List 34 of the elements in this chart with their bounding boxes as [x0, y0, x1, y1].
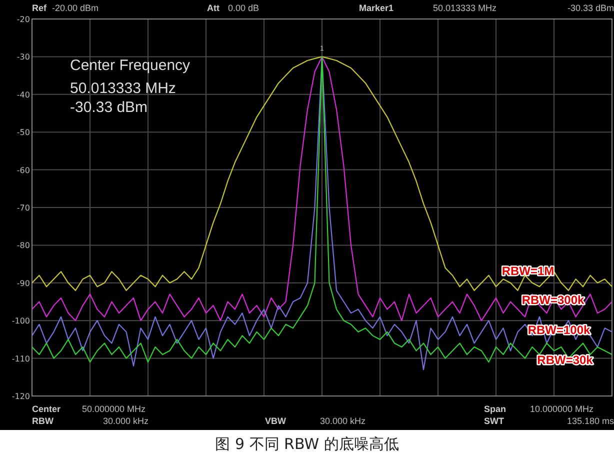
series-label: RBW=1M	[502, 264, 554, 278]
text: 30.000 kHz	[103, 416, 150, 426]
text: Ref	[32, 3, 48, 13]
series-label: RBW=30k	[537, 353, 594, 367]
text: VBW	[265, 416, 286, 426]
text: -20.00 dBm	[52, 3, 99, 13]
y-tick-label: -90	[16, 278, 30, 288]
y-tick-label: -70	[16, 204, 30, 212]
y-tick-label: -30	[16, 52, 30, 62]
y-tick-label: -80	[16, 241, 30, 250]
y-tick-label: -20	[16, 15, 30, 24]
y-tick-label: -110	[12, 354, 30, 364]
annotation: Center Frequency	[70, 57, 191, 74]
y-tick-label: -100	[12, 316, 30, 326]
text: 50.000000 MHz	[82, 404, 146, 414]
text: 图 9 不同 RBW 的底噪高低	[215, 435, 399, 453]
text: Span	[484, 404, 506, 414]
y-tick-label: -50	[16, 128, 30, 138]
y-tick-label: -60	[16, 166, 30, 175]
text: RBW	[32, 416, 54, 426]
text: SWT	[484, 416, 504, 426]
annotation: -30.33 dBm	[70, 99, 148, 116]
text: 10.000000 MHz	[530, 404, 594, 414]
y-tick-label: -120	[12, 392, 30, 401]
text: 50.013333 MHz	[433, 3, 498, 13]
annotation: 50.013333 MHz	[70, 80, 176, 97]
text: Marker1	[359, 3, 394, 13]
y-tick-label: -40	[16, 90, 30, 100]
text: 135.180 ms	[566, 416, 614, 426]
text: Center	[32, 404, 62, 414]
text: 0.00 dB	[228, 3, 260, 13]
text: Att	[207, 3, 220, 13]
text: 30.000 kHz	[320, 416, 366, 426]
text: -30.33 dBm	[567, 3, 614, 13]
